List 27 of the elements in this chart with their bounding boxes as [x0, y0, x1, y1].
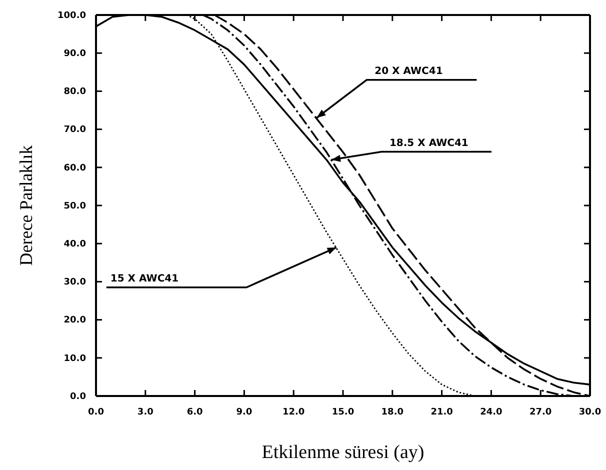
x-tick-label: 6.0: [186, 407, 203, 418]
y-tick-label: 90.0: [64, 48, 86, 59]
y-tick-label: 60.0: [64, 163, 86, 174]
annotation: 15 X AWC41: [110, 273, 179, 284]
y-tick-label: 70.0: [64, 125, 86, 136]
x-tick-label: 9.0: [236, 407, 252, 418]
x-tick-label: 15.0: [332, 407, 354, 418]
y-tick-label: 40.0: [64, 239, 86, 250]
x-tick-label: 0.0: [88, 407, 104, 418]
y-axis-title: Derece Parlaklık: [16, 145, 36, 266]
x-tick-label: 27.0: [529, 407, 552, 418]
annotation: 20 X AWC41: [374, 66, 443, 77]
y-tick-label: 0.0: [70, 392, 86, 402]
y-tick-label: 100.0: [58, 10, 86, 21]
x-tick-label: 3.0: [137, 407, 154, 418]
annotation: 18.5 X AWC41: [389, 138, 468, 149]
x-tick-label: 18.0: [381, 407, 404, 418]
x-tick-label: 12.0: [282, 407, 305, 418]
y-tick-label: 50.0: [64, 201, 86, 212]
y-tick-label: 30.0: [64, 278, 86, 288]
y-tick-label: 10.0: [64, 354, 86, 364]
y-tick-label: 80.0: [64, 87, 86, 98]
x-axis-title: Etkilenme süresi (ay): [262, 442, 424, 463]
x-tick-label: 30.0: [578, 407, 602, 418]
y-tick-label: 20.0: [64, 316, 86, 326]
x-tick-label: 24.0: [480, 407, 502, 418]
x-tick-label: 21.0: [430, 407, 453, 418]
